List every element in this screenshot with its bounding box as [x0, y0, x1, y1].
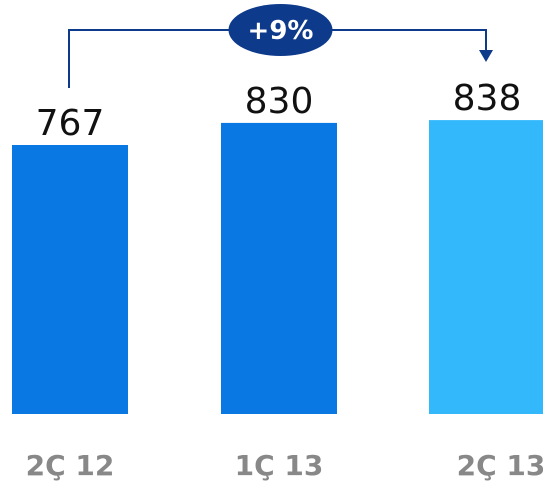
category-label-1: 2Ç 12: [26, 449, 115, 482]
value-labels-group: 767 830 838: [36, 78, 522, 144]
bars-group: [12, 120, 543, 415]
value-label-2: 830: [245, 81, 314, 122]
growth-annotation: +9%: [68, 4, 493, 88]
category-label-3: 2Ç 13: [457, 449, 543, 482]
value-label-1: 767: [36, 103, 105, 144]
bar-3: [429, 120, 543, 414]
category-labels-group: 2Ç 12 1Ç 13 2Ç 13: [26, 449, 543, 482]
value-label-3: 838: [453, 78, 522, 119]
growth-badge-text: +9%: [248, 16, 314, 46]
bar-1: [12, 145, 128, 414]
growth-badge: [228, 4, 333, 56]
bar-2: [221, 122, 337, 415]
growth-arrowhead: [479, 50, 493, 62]
category-label-2: 1Ç 13: [235, 449, 324, 482]
